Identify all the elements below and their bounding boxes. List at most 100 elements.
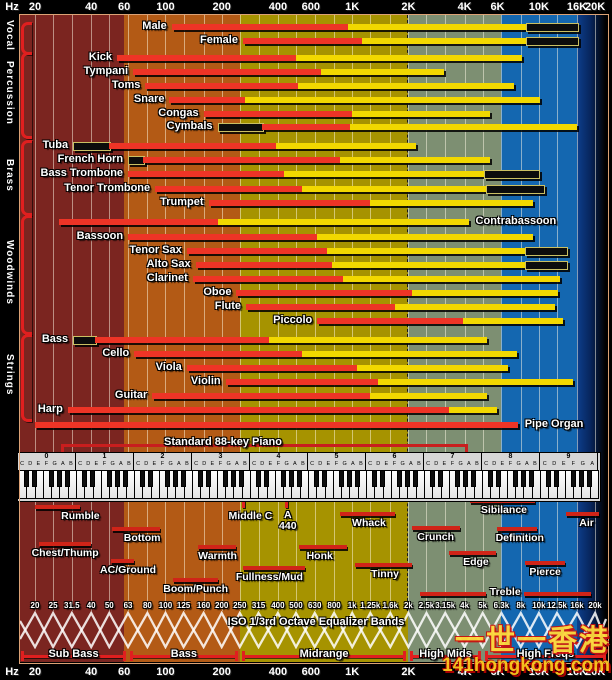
- axis-bottom-tick: 4K: [457, 666, 472, 678]
- bar-segment-red: [195, 262, 333, 268]
- descriptor-label: Warmth: [198, 550, 237, 562]
- piano-black-key: [297, 470, 303, 487]
- bar-segment-yellow: [412, 290, 558, 296]
- piano-note-letter: A: [118, 461, 123, 467]
- iso-band-value: 250: [233, 601, 247, 610]
- descriptor-label: Bottom: [123, 532, 161, 544]
- instrument-label: Harp: [37, 403, 63, 415]
- bar-segment-red: [95, 337, 270, 343]
- piano-black-key: [139, 470, 145, 487]
- bar-segment-red: [203, 111, 353, 117]
- section-label-woodwinds: Woodwinds: [4, 239, 15, 305]
- bar-segment-ext: [73, 142, 112, 151]
- watermark: 一世一香港 141hongkong.com: [442, 627, 610, 676]
- piano-black-key: [222, 470, 228, 487]
- axis-top-tick: 20K: [585, 1, 606, 13]
- gridline: [314, 15, 316, 611]
- descriptor-bar: [339, 512, 396, 516]
- piano-note-letter: E: [442, 461, 447, 467]
- gridline: [147, 15, 149, 611]
- bar-segment-red: [186, 365, 357, 371]
- piano-black-key: [32, 470, 38, 487]
- axis-bottom-tick: 6K: [490, 666, 505, 678]
- descriptor-bar: [566, 512, 600, 516]
- instrument-label: Male: [142, 20, 167, 32]
- descriptor-bar: [38, 542, 92, 546]
- range-bracket-tick: [477, 651, 481, 661]
- range-bracket-line: [23, 655, 125, 658]
- piano-note-letter: A: [466, 461, 471, 467]
- piano-octave-number: 6: [392, 453, 397, 460]
- gridline: [352, 15, 354, 611]
- gridline: [183, 15, 185, 611]
- axis-top-tick: 200: [212, 1, 231, 13]
- piano-black-key: [578, 470, 584, 487]
- instrument-label: Flute: [214, 300, 242, 312]
- iso-band-value: 2k: [403, 601, 413, 610]
- piano-black-key: [65, 470, 71, 487]
- bar-segment-red: [242, 38, 363, 44]
- piano-note-letter: B: [127, 461, 131, 467]
- piano-black-key: [164, 470, 170, 487]
- bar-segment-red: [152, 393, 371, 399]
- bar-segment-red: [35, 422, 518, 428]
- axis-top-tick: 40: [85, 1, 98, 13]
- axis-bottom-tick: 20: [28, 666, 42, 678]
- range-bracket-tick: [403, 651, 407, 661]
- descriptor-bar: [354, 563, 413, 567]
- piano-black-key: [23, 470, 29, 487]
- bar-segment-red: [169, 97, 245, 103]
- descriptor-label: Edge: [463, 556, 489, 568]
- descriptor-label: Definition: [495, 532, 544, 544]
- piano-black-key: [554, 470, 560, 487]
- section-bracket: [21, 215, 32, 335]
- piano-note-letter: A: [350, 461, 355, 467]
- gridline: [426, 15, 428, 611]
- gridline: [520, 15, 522, 611]
- axis-bottom-tick: 1K: [345, 666, 360, 678]
- piano-black-key: [148, 470, 154, 487]
- piano-black-key: [413, 470, 419, 487]
- piano-note-letter: C: [310, 461, 315, 467]
- instrument-label: Viola: [155, 361, 182, 373]
- gridline: [595, 15, 597, 611]
- piano-note-letter: B: [533, 461, 537, 467]
- descriptor-label: AC/Ground: [100, 564, 157, 576]
- descriptor-bar: [449, 551, 497, 555]
- descriptor-label: Chest/Thump: [31, 547, 99, 559]
- piano-octave-number: 1: [102, 453, 107, 460]
- bar-segment-yellow: [377, 379, 573, 385]
- piano-note-letter: B: [301, 461, 305, 467]
- piano-black-key: [438, 470, 444, 487]
- axis-top-tick: 6K: [490, 1, 505, 13]
- section-label-brass: Brass: [4, 158, 15, 192]
- bar-segment-red: [236, 290, 413, 296]
- piano-note-letter: B: [243, 461, 247, 467]
- bar-segment-red: [155, 186, 303, 192]
- bar-segment-yellow: [462, 318, 564, 324]
- piano-note-letter: C: [136, 461, 141, 467]
- piano-note-letter: G: [458, 461, 463, 467]
- piano-note-letter: F: [571, 461, 575, 467]
- bar-segment-ext: [485, 185, 545, 194]
- instrument-label: Contrabassoon: [475, 215, 557, 227]
- iso-band-value: 800: [327, 601, 341, 610]
- gridline: [538, 15, 540, 611]
- bar-segment-yellow: [326, 248, 525, 254]
- axis-bottom-tick: 60: [117, 666, 131, 678]
- axis-top-tick: 1K: [345, 1, 360, 13]
- piano-note-letter: G: [110, 461, 115, 467]
- piano-black-key: [454, 470, 460, 487]
- piano-note-letter: G: [580, 461, 585, 467]
- piano-black-key: [371, 470, 377, 487]
- bar-segment-yellow: [395, 304, 556, 310]
- bar-segment-red: [133, 69, 321, 75]
- piano-octave-number: 8: [508, 453, 513, 460]
- descriptor-bar: [35, 505, 81, 509]
